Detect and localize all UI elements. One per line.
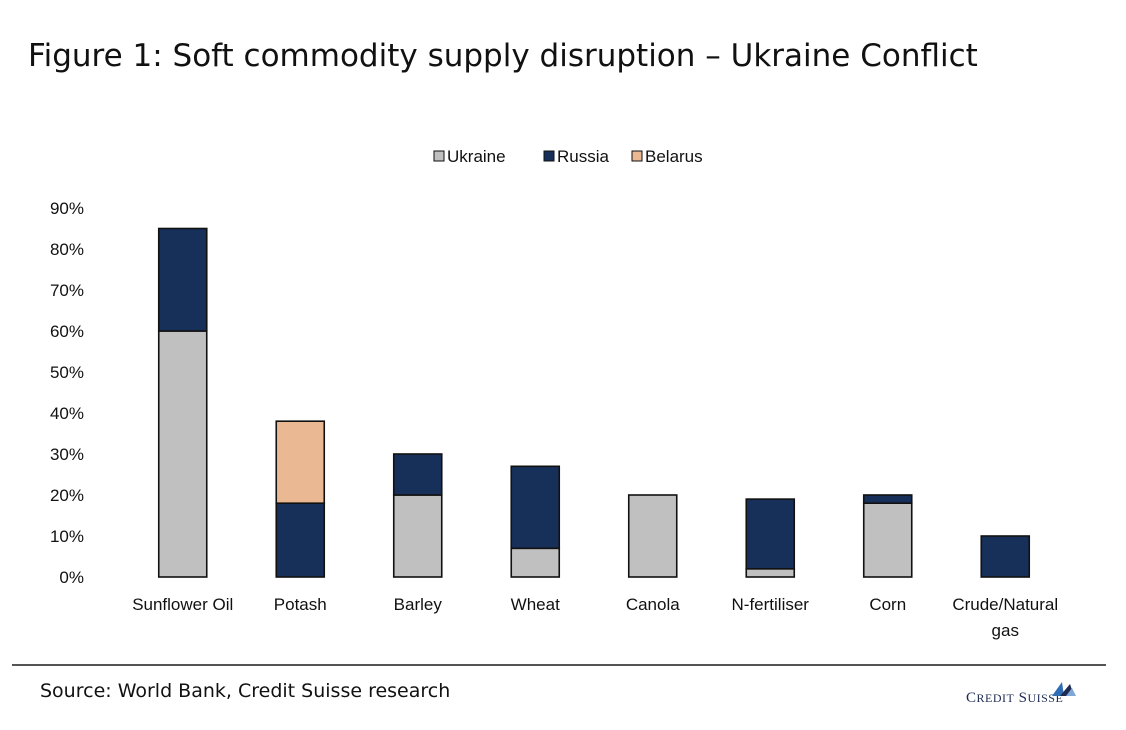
stacked-bar-chart: Ukraine Russia Belarus 0% 10% 20% 30% 40% 50% 60… <box>50 147 1058 640</box>
bar-segment-russia <box>157 227 208 332</box>
y-tick-label: 10% <box>50 527 84 546</box>
x-category-label: Canola <box>626 595 680 614</box>
bar-segment-ukraine <box>510 547 561 578</box>
y-tick-label: 60% <box>50 322 84 341</box>
y-tick-label: 70% <box>50 281 84 300</box>
y-tick-label: 90% <box>50 199 84 218</box>
y-tick-label: 40% <box>50 404 84 423</box>
bar-segment-russia <box>510 465 561 550</box>
bar-segment-russia <box>980 535 1031 578</box>
bar-segment-ukraine <box>392 494 443 578</box>
bar-segment-ukraine <box>157 330 208 578</box>
x-category-label: Wheat <box>511 595 560 614</box>
y-tick-label: 20% <box>50 486 84 505</box>
x-category-label: Corn <box>869 595 906 614</box>
bars <box>157 227 1031 578</box>
x-category-label: Barley <box>394 595 443 614</box>
bar-segment-russia <box>862 494 913 504</box>
legend-label-belarus: Belarus <box>645 147 703 166</box>
legend-label-ukraine: Ukraine <box>447 147 506 166</box>
y-tick-label: 50% <box>50 363 84 382</box>
x-axis-labels: Sunflower Oil Potash Barley Wheat Canola N-fe… <box>132 595 1058 640</box>
bar-segment-russia <box>745 498 796 570</box>
bar-segment-belarus <box>275 420 326 505</box>
y-tick-label: 80% <box>50 240 84 259</box>
legend-swatch-ukraine <box>433 150 445 162</box>
legend-swatch-russia <box>543 150 555 162</box>
sails-icon <box>1052 682 1076 696</box>
y-tick-label: 0% <box>59 568 84 587</box>
bar-segment-ukraine <box>745 567 796 578</box>
y-axis-ticks: 0% 10% 20% 30% 40% 50% 60% 70% 80% 90% <box>50 199 84 587</box>
source-note: Source: World Bank, Credit Suisse resear… <box>40 680 451 702</box>
chart-title: Figure 1: Soft commodity supply disrupti… <box>28 38 978 74</box>
x-category-label: N-fertiliser <box>732 595 810 614</box>
bar-segment-russia <box>392 453 443 496</box>
x-category-label: Potash <box>274 595 327 614</box>
y-tick-label: 30% <box>50 445 84 464</box>
legend-label-russia: Russia <box>557 147 610 166</box>
credit-suisse-logo: CREDIT SUISSE <box>912 676 1102 716</box>
bar-segment-ukraine <box>862 502 913 578</box>
legend-swatch-belarus <box>631 150 643 162</box>
bar-segment-ukraine <box>627 494 678 578</box>
x-category-label: Sunflower Oil <box>132 595 233 614</box>
footer-divider <box>12 664 1106 666</box>
chart-legend: Ukraine Russia Belarus <box>433 147 703 166</box>
x-category-label: Crude/Natural gas <box>952 595 1058 640</box>
chart-panel: Ukraine Russia Belarus 0% 10% 20% 30% 40% 50% 60… <box>14 86 1106 656</box>
bar-segment-russia <box>275 502 326 578</box>
